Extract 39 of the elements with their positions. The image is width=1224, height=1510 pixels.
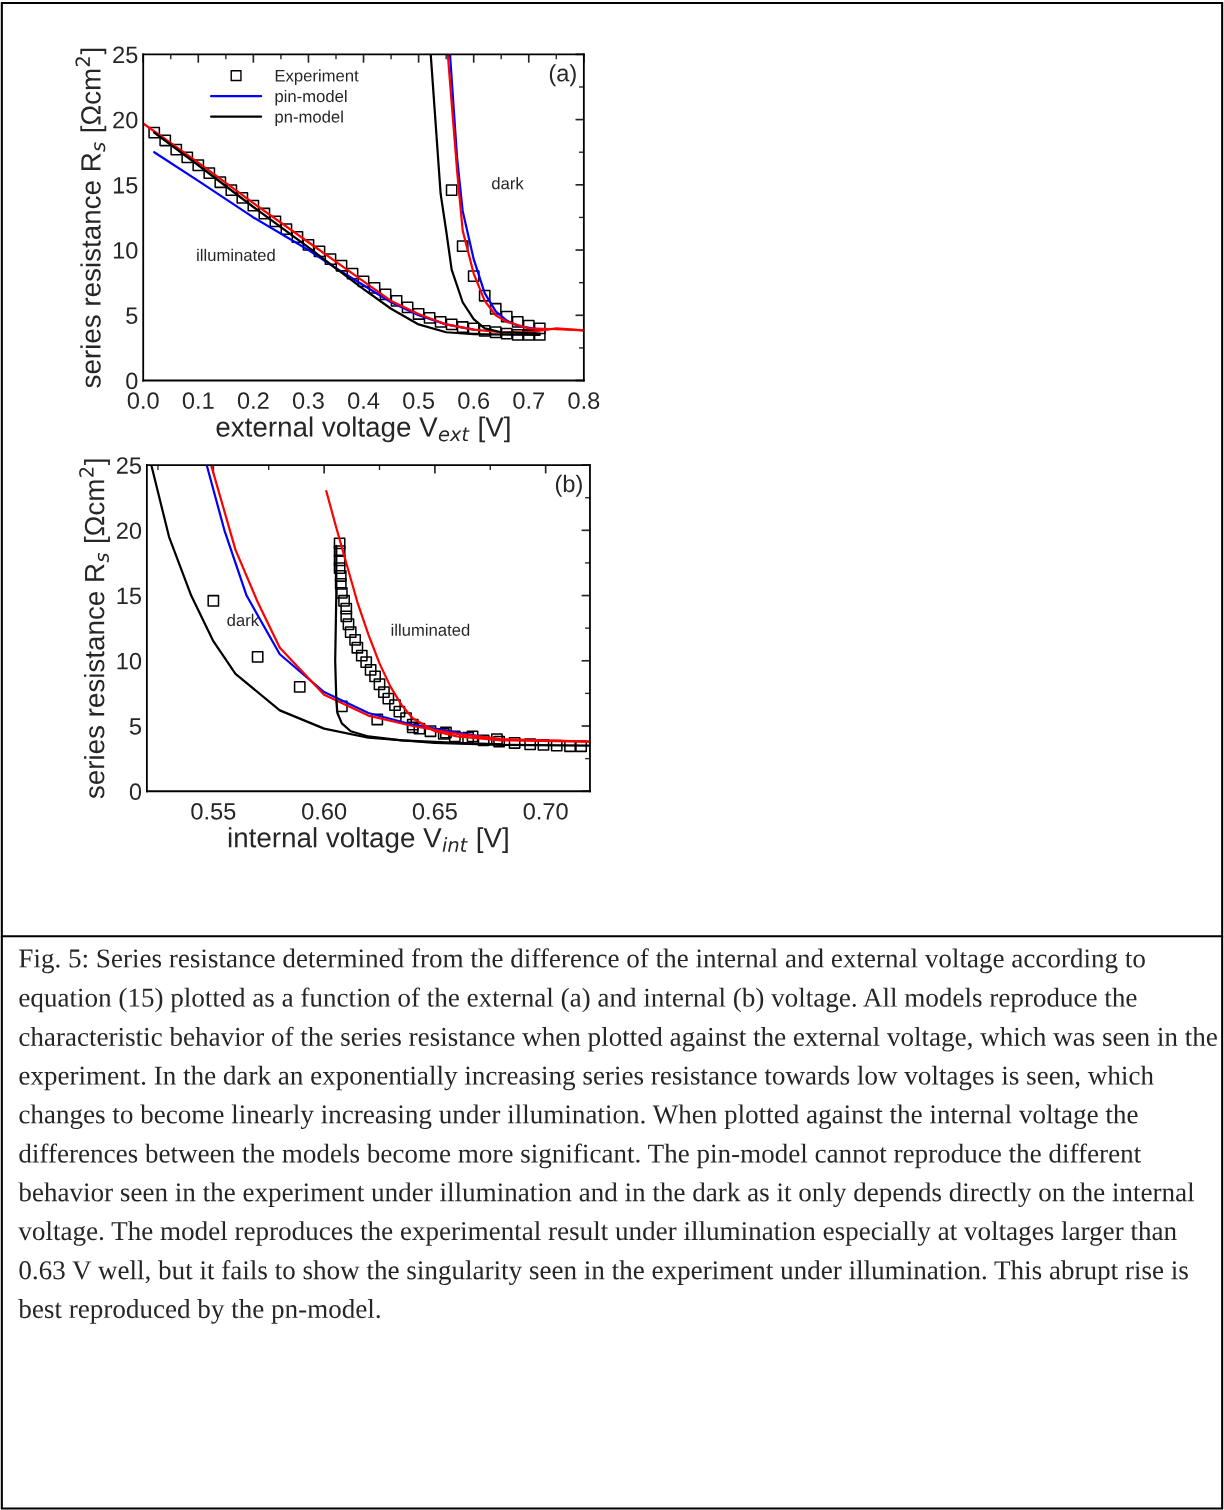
y-tick-label: 5 <box>126 307 138 325</box>
y-axis-title: series resistance R$_{s}$ [Ωcm$^{2}$] <box>75 48 107 388</box>
y-tick-label: 0 <box>126 372 138 390</box>
x-tick-label: 0.55 <box>191 802 236 820</box>
x-tick-label: 0.70 <box>523 802 568 820</box>
x-tick-label: 0.7 <box>513 392 544 409</box>
y-tick-label: 20 <box>113 111 138 129</box>
y-tick-label: 25 <box>116 457 142 474</box>
x-axis-title: external voltage V$_{ext}$ [V] <box>216 416 510 443</box>
y-tick-label: 15 <box>113 177 138 194</box>
x-tick-label: 0.1 <box>182 392 214 409</box>
y-tick-label: 20 <box>116 522 142 540</box>
x-tick-label: 0.0 <box>127 392 159 409</box>
x-tick-label: 0.60 <box>302 802 347 820</box>
x-tick-label: 0.3 <box>292 392 324 409</box>
y-tick-label: 0 <box>129 783 142 801</box>
y-tick-label: 10 <box>117 652 142 670</box>
legend-label: Experiment <box>275 69 359 85</box>
x-tick-label: 0.4 <box>348 392 380 409</box>
annotation: dark <box>492 177 524 190</box>
annotation: (a) <box>549 64 576 87</box>
x-tick-label: 0.5 <box>403 392 435 409</box>
x-tick-label: 0.8 <box>568 392 600 409</box>
x-axis-title: internal voltage V$_{int}$ [V] <box>228 827 508 854</box>
x-tick-label: 0.65 <box>412 802 457 820</box>
y-axis-title: series resistance R$_{s}$ [Ωcm$^{2}$] <box>79 459 110 799</box>
legend-label: pin-model <box>275 89 347 106</box>
legend-label: pn-model <box>275 110 343 126</box>
annotation: (b) <box>555 474 582 497</box>
x-tick-label: 0.2 <box>237 392 269 409</box>
y-tick-label: 15 <box>117 587 142 605</box>
y-tick-label: 25 <box>113 46 138 64</box>
text: Fig. 5: Series resistance determined from the difference of the internal and external voltage according to equation (15) plotted as a function of the external (a) and internal (b) voltage. All models reproduce the characteristic behavior of the series resistance when plotted against the external voltage, which was seen in the experiment. In the dark an exponentially increasing series resistance towards low voltages is seen, which changes to become linearly increasing under illumination. When plotted against the internal voltage the differences between the models become more significant. The pin-model cannot reproduce the different behavior seen in the experiment under illumination and in the dark as it only depends directly on the internal voltage. The model reproduces the experimental result under illumination especially at voltages larger than 0.63 V well, but it fails to show the singularity seen in the experiment under illumination. This abrupt rise is best reproduced by the pn-model. <box>18 948 1217 1324</box>
x-tick-label: 0.6 <box>458 392 490 409</box>
annotation: dark <box>227 613 260 627</box>
annotation: illuminated <box>197 248 275 262</box>
annotation: illuminated <box>391 623 470 636</box>
y-tick-label: 5 <box>129 718 142 735</box>
y-tick-label: 10 <box>113 242 138 259</box>
